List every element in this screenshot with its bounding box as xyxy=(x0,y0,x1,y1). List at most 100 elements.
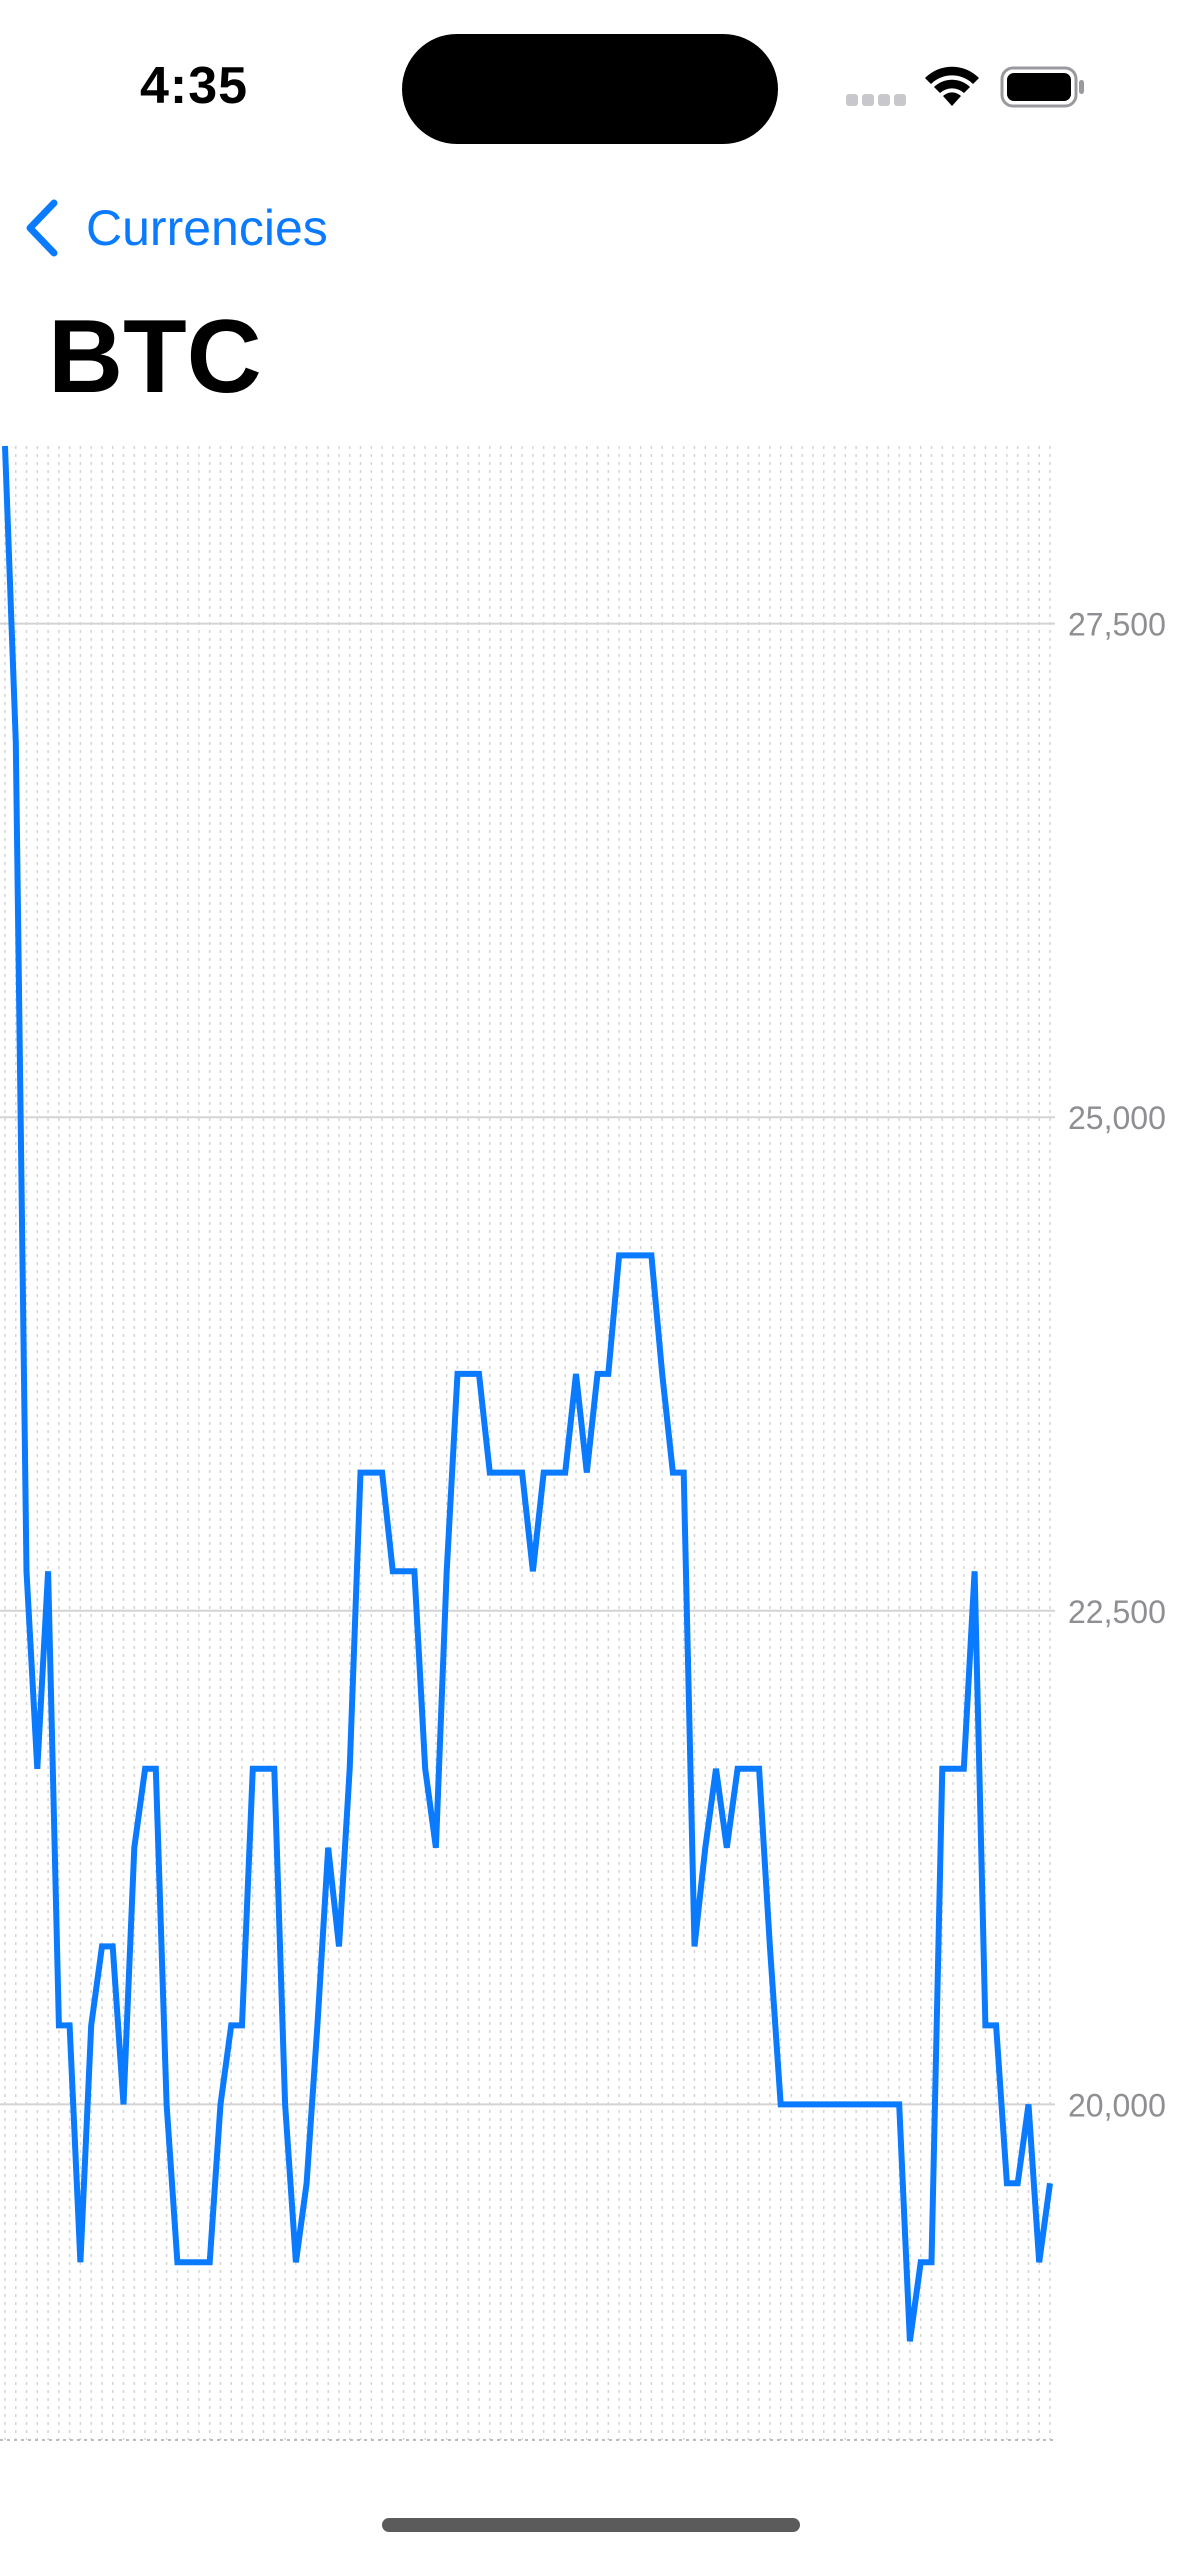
data-point xyxy=(304,2180,310,2186)
data-point xyxy=(584,1470,590,1476)
data-point xyxy=(605,1371,611,1377)
data-point xyxy=(972,1568,978,1574)
data-point xyxy=(142,1766,148,1772)
data-point xyxy=(896,2101,902,2107)
data-point xyxy=(551,1470,557,1476)
data-point xyxy=(454,1371,460,1377)
data-point xyxy=(638,1252,644,1258)
data-point xyxy=(13,739,19,745)
y-tick-label: 27,500 xyxy=(1068,607,1166,643)
data-point xyxy=(530,1568,536,1574)
status-bar: 4:35 xyxy=(0,0,1179,170)
data-point xyxy=(724,1845,730,1851)
data-point xyxy=(498,1470,504,1476)
data-point xyxy=(993,2022,999,2028)
chevron-left-icon xyxy=(26,199,58,257)
data-point xyxy=(875,2101,881,2107)
data-point xyxy=(810,2101,816,2107)
data-point xyxy=(928,2259,934,2265)
data-point xyxy=(864,2101,870,2107)
data-point xyxy=(799,2101,805,2107)
data-point xyxy=(174,2259,180,2265)
data-point xyxy=(121,2101,127,2107)
data-point xyxy=(821,2101,827,2107)
data-point xyxy=(735,1766,741,1772)
y-tick-label: 22,500 xyxy=(1068,1594,1166,1630)
data-point xyxy=(336,1943,342,1949)
data-point xyxy=(832,2101,838,2107)
data-point xyxy=(853,2101,859,2107)
data-point xyxy=(401,1568,407,1574)
data-point xyxy=(390,1568,396,1574)
home-indicator[interactable] xyxy=(382,2518,800,2532)
back-button[interactable]: Currencies xyxy=(22,192,328,264)
data-point xyxy=(465,1371,471,1377)
data-point xyxy=(487,1470,493,1476)
data-point xyxy=(67,2022,73,2028)
data-point xyxy=(788,2101,794,2107)
signal-icon xyxy=(846,94,906,106)
data-point xyxy=(261,1766,267,1772)
data-point xyxy=(1015,2180,1021,2186)
page-title: BTC xyxy=(48,299,262,415)
data-point xyxy=(982,2022,988,2028)
data-point xyxy=(627,1252,633,1258)
data-point xyxy=(885,2101,891,2107)
data-point xyxy=(325,1845,331,1851)
data-point xyxy=(2,443,8,449)
data-point xyxy=(207,2259,213,2265)
data-point xyxy=(34,1766,40,1772)
data-point xyxy=(508,1470,514,1476)
data-point xyxy=(185,2259,191,2265)
data-point xyxy=(1025,2101,1031,2107)
data-point xyxy=(433,1845,439,1851)
data-point xyxy=(950,1766,956,1772)
data-point xyxy=(45,1568,51,1574)
data-point xyxy=(573,1371,579,1377)
data-point xyxy=(153,1766,159,1772)
data-point xyxy=(681,1470,687,1476)
dynamic-island xyxy=(402,34,778,144)
data-point xyxy=(713,1766,719,1772)
data-point xyxy=(907,2338,913,2344)
data-point xyxy=(562,1470,568,1476)
data-point xyxy=(595,1371,601,1377)
data-point xyxy=(670,1470,676,1476)
data-point xyxy=(314,2022,320,2028)
y-tick-label: 25,000 xyxy=(1068,1100,1166,1136)
data-point xyxy=(961,1766,967,1772)
data-point xyxy=(347,1766,353,1772)
data-point xyxy=(282,2101,288,2107)
data-point xyxy=(1004,2180,1010,2186)
data-point xyxy=(131,1845,137,1851)
data-point xyxy=(648,1252,654,1258)
data-point xyxy=(99,1943,105,1949)
data-point xyxy=(196,2259,202,2265)
data-point xyxy=(368,1470,374,1476)
data-point xyxy=(164,2101,170,2107)
data-point xyxy=(239,2022,245,2028)
data-point xyxy=(411,1568,417,1574)
price-series-line xyxy=(2,445,1053,2342)
data-point xyxy=(939,1766,945,1772)
data-point xyxy=(541,1470,547,1476)
data-point xyxy=(476,1371,482,1377)
data-point xyxy=(444,1568,450,1574)
data-point xyxy=(56,2022,62,2028)
data-point xyxy=(616,1252,622,1258)
data-point xyxy=(250,1766,256,1772)
data-point xyxy=(358,1470,364,1476)
data-point xyxy=(918,2259,924,2265)
data-point xyxy=(217,2101,223,2107)
wifi-icon xyxy=(925,66,979,106)
data-point xyxy=(88,2022,94,2028)
data-point xyxy=(77,2259,83,2265)
data-point xyxy=(271,1766,277,1772)
price-line-chart: 20,000 22,500 25,000 27,500 xyxy=(0,443,1166,2441)
data-point xyxy=(1047,2180,1053,2186)
data-point xyxy=(778,2101,784,2107)
data-point xyxy=(756,1766,762,1772)
data-point xyxy=(659,1371,665,1377)
data-point xyxy=(691,1943,697,1949)
battery-icon xyxy=(1000,66,1084,108)
